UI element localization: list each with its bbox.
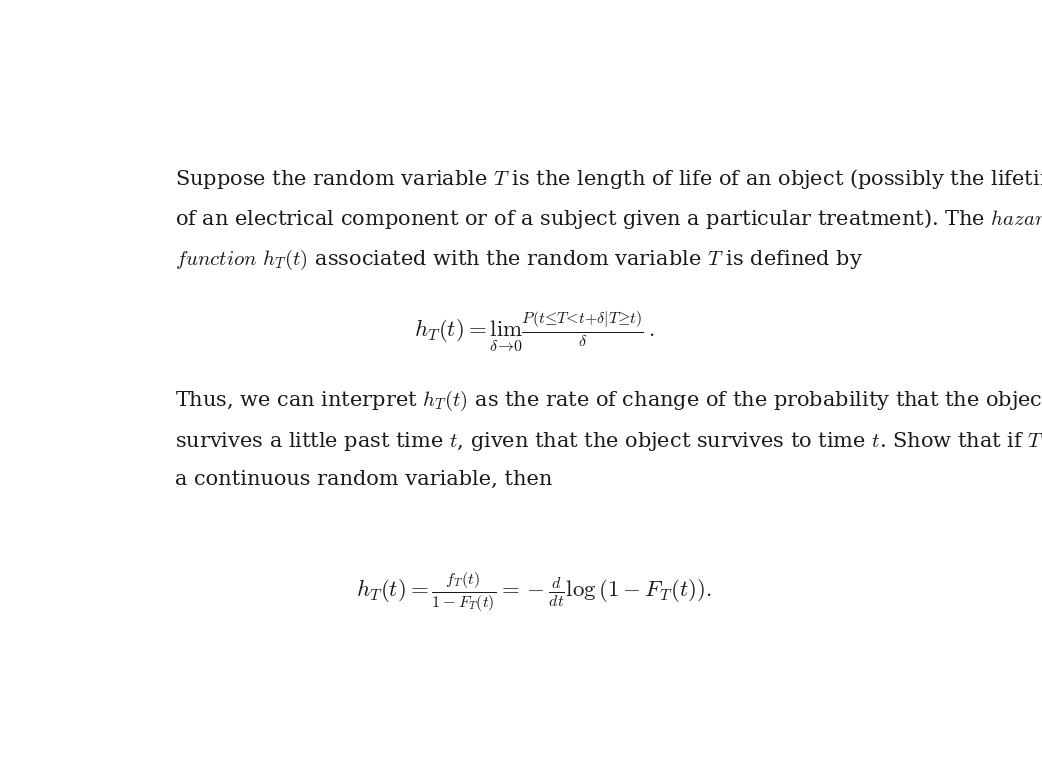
Text: $h_T(t) = \lim_{\delta \rightarrow 0}\frac{P(t \leq T < t + \delta \mid T \geq t: $h_T(t) = \lim_{\delta \rightarrow 0}\fr…	[414, 309, 654, 353]
Text: survives a little past time $t$, given that the object survives to time $t$. Sho: survives a little past time $t$, given t…	[175, 429, 1042, 453]
Text: Suppose the random variable $T$ is the length of life of an object (possibly the: Suppose the random variable $T$ is the l…	[175, 167, 1042, 190]
Text: $\it{function}$ $h_T(t)$ associated with the random variable $T$ is defined by: $\it{function}$ $h_T(t)$ associated with…	[175, 247, 863, 271]
Text: $h_T(t) = \frac{f_T(t)}{1 - F_T(t)} = -\frac{d}{dt}\log\left(1 - F_T(t)\right).$: $h_T(t) = \frac{f_T(t)}{1 - F_T(t)} = -\…	[356, 571, 712, 614]
Text: of an electrical component or of a subject given a particular treatment). The $\: of an electrical component or of a subje…	[175, 207, 1042, 231]
Text: Thus, we can interpret $h_T(t)$ as the rate of change of the probability that th: Thus, we can interpret $h_T(t)$ as the r…	[175, 389, 1042, 413]
Text: a continuous random variable, then: a continuous random variable, then	[175, 470, 552, 489]
